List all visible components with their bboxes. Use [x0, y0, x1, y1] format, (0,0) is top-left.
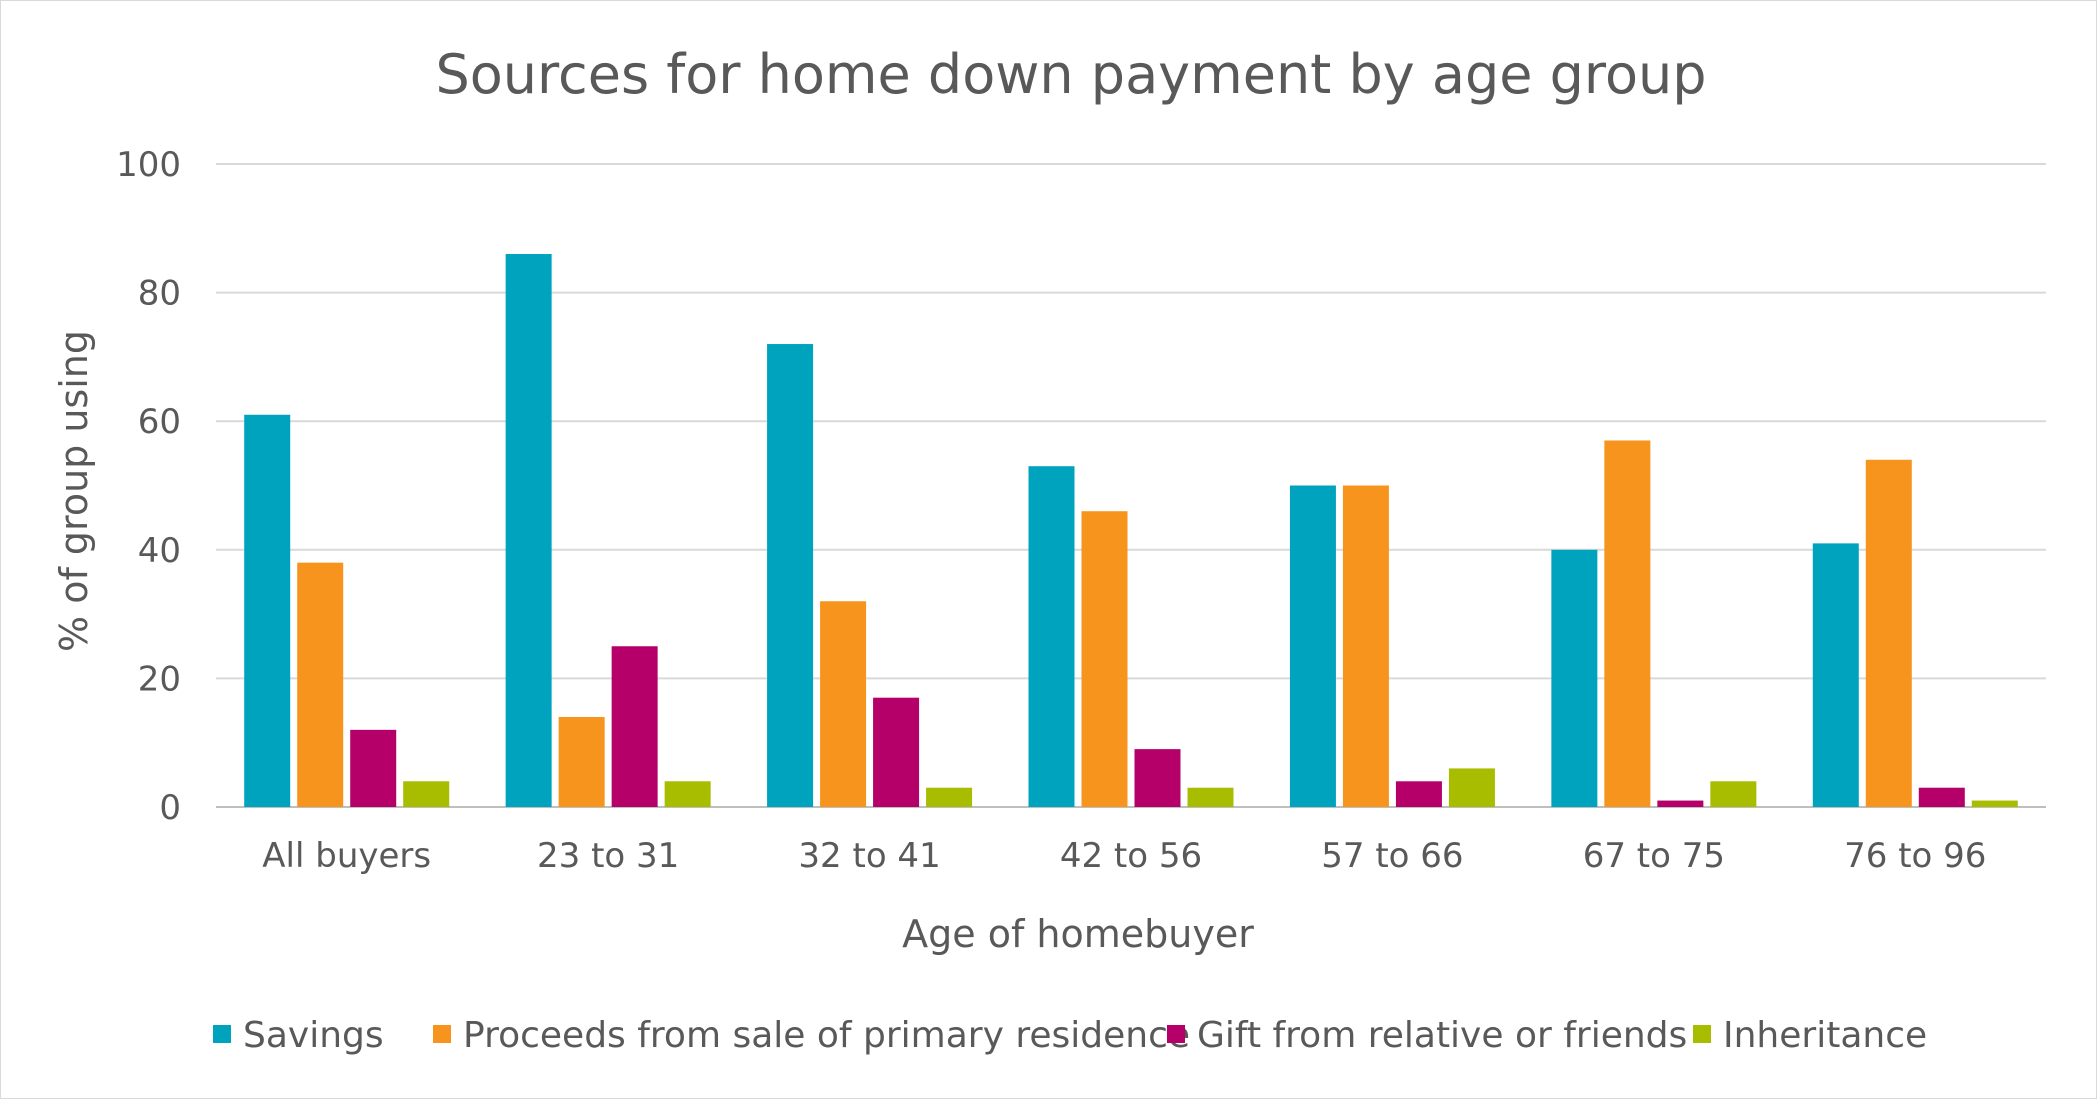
legend-label: Gift from relative or friends: [1197, 1015, 1687, 1056]
bar: [558, 716, 605, 807]
bar: [1081, 511, 1128, 807]
y-tick-label: 80: [138, 274, 181, 314]
bar: [1918, 787, 1965, 807]
bar: [1971, 800, 2018, 807]
bar: [403, 781, 450, 807]
bar: [1289, 485, 1336, 807]
bar: [1448, 768, 1495, 807]
bar: [664, 781, 711, 807]
legend: Savings Proceeds from sale of primary res…: [213, 1015, 1927, 1056]
x-tick-label: 42 to 56: [1060, 836, 1202, 876]
y-tick-label: 60: [138, 402, 181, 442]
legend-swatch: [1693, 1025, 1711, 1043]
x-tick-label: 67 to 75: [1583, 836, 1725, 876]
chart-title: Sources for home down payment by age gro…: [435, 43, 1706, 106]
bar: [350, 729, 397, 807]
bar: [1812, 543, 1859, 807]
y-axis-title: % of group using: [52, 330, 96, 652]
bar: [1187, 787, 1234, 807]
bar: [611, 646, 658, 807]
legend-label: Savings: [243, 1015, 384, 1056]
bar: [1028, 466, 1075, 807]
bar: [1551, 549, 1598, 807]
legend-swatch: [213, 1025, 231, 1043]
bar: [1395, 781, 1442, 807]
x-tick-label: 57 to 66: [1321, 836, 1463, 876]
x-tick-label: All buyers: [262, 836, 431, 876]
x-axis-ticks: All buyers 23 to 31 32 to 41 42 to 56 57 to …: [262, 836, 1986, 876]
x-tick-label: 23 to 31: [537, 836, 679, 876]
bar: [1865, 459, 1912, 807]
x-tick-label: 32 to 41: [798, 836, 940, 876]
bar: [1604, 440, 1651, 807]
bar: [926, 787, 973, 807]
bar: [244, 414, 291, 807]
legend-swatch: [1167, 1025, 1185, 1043]
gridlines: [216, 163, 2046, 808]
bar: [297, 562, 344, 807]
bar: [1710, 781, 1757, 807]
bar: [873, 697, 920, 807]
y-tick-label: 0: [159, 788, 181, 828]
bar: [1134, 749, 1181, 807]
y-tick-label: 40: [138, 531, 181, 571]
x-axis-title: Age of homebuyer: [902, 912, 1254, 956]
x-tick-label: 76 to 96: [1844, 836, 1986, 876]
legend-swatch: [433, 1025, 451, 1043]
bar: [1657, 800, 1704, 807]
legend-label: Proceeds from sale of primary residence: [463, 1015, 1190, 1056]
y-tick-label: 100: [116, 145, 181, 185]
y-tick-label: 20: [138, 659, 181, 699]
bar: [820, 601, 867, 807]
y-axis-ticks: 0 20 40 60 80 100: [116, 145, 181, 828]
bar: [505, 254, 552, 807]
bar: [1342, 485, 1389, 807]
bars: [244, 254, 2018, 807]
bar: [767, 344, 814, 807]
legend-label: Inheritance: [1723, 1015, 1927, 1056]
